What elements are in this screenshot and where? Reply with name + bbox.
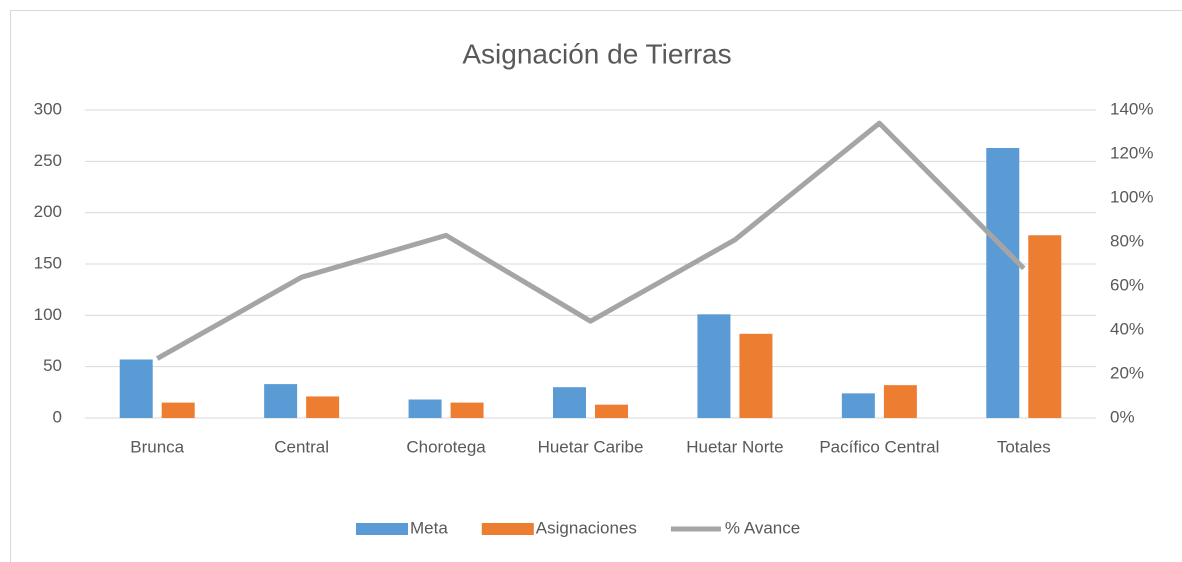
x-tick-label: Chorotega bbox=[406, 437, 486, 456]
y2-tick-label: 140% bbox=[1110, 99, 1153, 118]
y-tick-label: 0 bbox=[53, 407, 62, 426]
y-tick-label: 250 bbox=[34, 151, 62, 170]
bar bbox=[119, 359, 153, 418]
y-tick-label: 50 bbox=[43, 356, 62, 375]
bar bbox=[595, 404, 628, 418]
legend-swatch bbox=[356, 523, 408, 535]
legend-label: Asignaciones bbox=[536, 518, 637, 537]
bar bbox=[306, 396, 340, 418]
x-tick-label: Pacífico Central bbox=[819, 437, 939, 456]
x-tick-label: Totales bbox=[997, 437, 1051, 456]
bar bbox=[883, 385, 917, 418]
y-tick-label: 100 bbox=[34, 305, 62, 324]
legend-label: % Avance bbox=[725, 518, 800, 537]
y-tick-label: 200 bbox=[34, 202, 62, 221]
y2-tick-label: 0% bbox=[1110, 407, 1135, 426]
bar bbox=[841, 393, 875, 418]
bar bbox=[986, 147, 1020, 418]
bar bbox=[408, 399, 442, 418]
y-tick-label: 300 bbox=[34, 99, 62, 118]
x-tick-label: Brunca bbox=[130, 437, 184, 456]
y2-tick-label: 120% bbox=[1110, 143, 1153, 162]
y-tick-label: 150 bbox=[34, 253, 62, 272]
bar bbox=[697, 314, 731, 418]
y2-tick-label: 100% bbox=[1110, 187, 1153, 206]
bar bbox=[553, 387, 586, 418]
bar bbox=[739, 333, 773, 418]
y2-tick-label: 80% bbox=[1110, 231, 1144, 250]
x-tick-label: Huetar Norte bbox=[686, 437, 783, 456]
legend-swatch bbox=[481, 523, 534, 535]
y2-tick-label: 40% bbox=[1110, 319, 1144, 338]
legend-label: Meta bbox=[410, 518, 448, 537]
bar bbox=[161, 402, 195, 418]
bar bbox=[264, 384, 298, 418]
x-tick-label: Huetar Caribe bbox=[538, 437, 644, 456]
x-tick-label: Central bbox=[274, 437, 329, 456]
bar bbox=[450, 402, 484, 418]
line bbox=[155, 120, 1026, 361]
bar bbox=[1028, 235, 1062, 418]
y2-tick-label: 20% bbox=[1110, 363, 1144, 382]
chart-title: Asignación de Tierras bbox=[462, 38, 731, 69]
y2-tick-label: 60% bbox=[1110, 275, 1144, 294]
